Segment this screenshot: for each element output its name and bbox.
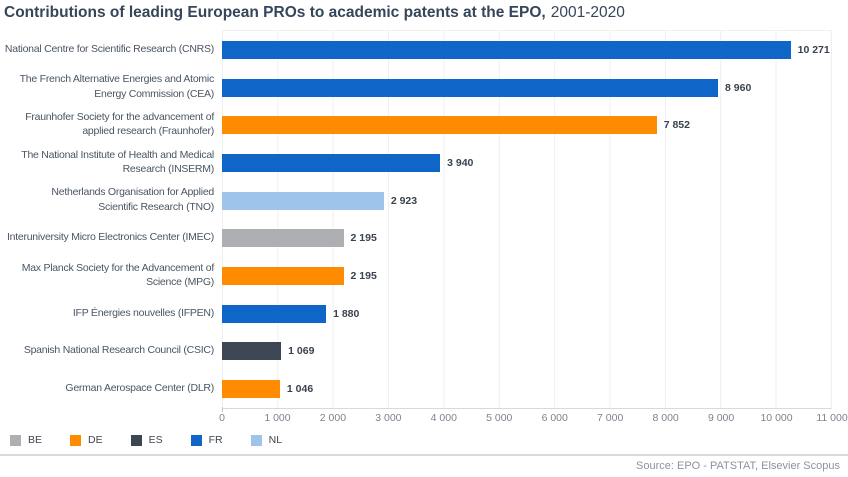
- category-label: Max Planck Society for the Advancement o…: [21, 261, 215, 289]
- category-label: The French Alternative Energies and Atom…: [19, 73, 215, 100]
- chart-row: 2 923: [222, 182, 831, 220]
- title-period: 2001-2020: [550, 4, 625, 21]
- legend: BE DE ES FR NL: [10, 434, 282, 446]
- chart-row: 2 195: [222, 220, 831, 258]
- category-label: National Centre for Scientific Research …: [4, 42, 214, 55]
- category-label: Netherlands Organisation for Applied Sci…: [51, 186, 214, 213]
- x-tick-label: 3 000: [375, 412, 402, 424]
- x-tick-label: 4 000: [430, 412, 457, 424]
- legend-swatch-fr: [190, 434, 202, 446]
- bar-value-label: 7 852: [663, 119, 690, 132]
- bar-es: [222, 342, 282, 361]
- category-label: Fraunhofer Society for the advancement o…: [25, 111, 214, 138]
- chart-row: 7 852: [222, 106, 831, 144]
- x-tick-label: 1 000: [264, 412, 291, 424]
- x-tick-label: 7 000: [597, 412, 624, 424]
- x-tick-label: 2 000: [319, 412, 347, 424]
- legend-item-be: BE: [10, 434, 42, 446]
- legend-swatch-be: [10, 434, 21, 446]
- category-labels: National Centre for Scientific Research …: [0, 30, 222, 407]
- bar-de: [222, 116, 657, 135]
- source-note: Source: EPO - PATSTAT, Elsevier Scopus: [636, 460, 840, 472]
- bar-de: [222, 380, 280, 399]
- legend-label: DE: [88, 434, 103, 446]
- bar-value-label: 2 195: [350, 270, 377, 283]
- legend-item-nl: NL: [250, 434, 283, 446]
- bar-value-label: 2 195: [350, 232, 377, 245]
- legend-item-es: ES: [130, 434, 163, 446]
- x-tick-label: 8 000: [652, 412, 679, 424]
- chart-row: 1 069: [222, 333, 831, 371]
- zero-tick-mark: [222, 407, 223, 412]
- bar-value-label: 2 923: [390, 194, 418, 207]
- bar-chart: National Centre for Scientific Research …: [0, 30, 832, 409]
- chart-row: 8 960: [222, 69, 831, 107]
- legend-swatch-nl: [250, 434, 262, 446]
- bar-nl: [222, 191, 384, 210]
- x-tick-label: 10 000: [760, 412, 793, 424]
- bar-value-label: 10 271: [797, 43, 830, 56]
- legend-label: BE: [28, 434, 43, 446]
- footer-divider: [0, 454, 848, 456]
- bar-value-label: 1 069: [288, 345, 315, 358]
- chart-row: 1 046: [222, 370, 831, 408]
- x-tick-label: 0: [219, 412, 225, 424]
- legend-item-de: DE: [70, 434, 103, 446]
- bar-fr: [222, 153, 441, 172]
- category-label: IFP Énergies nouvelles (IFPEN): [72, 306, 214, 319]
- x-tick-label: 6 000: [541, 412, 568, 424]
- chart-row: 2 195: [222, 257, 831, 295]
- bar-fr: [222, 304, 327, 323]
- legend-swatch-de: [70, 434, 82, 446]
- bar-value-label: 3 940: [447, 156, 474, 169]
- bar-value-label: 1 046: [286, 383, 314, 396]
- legend-item-fr: FR: [190, 434, 223, 446]
- x-tick-label: 9 000: [707, 412, 735, 424]
- plot-area: 10 271 8 960 7 852 3 940 2 923 2 195 2 195 1 88…: [222, 30, 832, 409]
- x-tick-label: 5 000: [486, 412, 513, 424]
- legend-label: ES: [148, 434, 163, 446]
- category-label: The National Institute of Health and Med…: [21, 148, 214, 175]
- bar-value-label: 8 960: [725, 81, 752, 94]
- legend-label: FR: [208, 434, 223, 446]
- x-axis: 0 1 000 2 000 3 000 4 000 5 000 6 000 7 000 8 00…: [219, 412, 848, 426]
- chart-row: 1 880: [222, 295, 831, 333]
- bar-fr: [222, 78, 719, 97]
- bar-de: [222, 267, 344, 286]
- legend-label: NL: [268, 434, 283, 446]
- chart-row: 3 940: [222, 144, 831, 182]
- bar-fr: [222, 40, 791, 59]
- legend-swatch-es: [130, 434, 142, 446]
- x-tick-label: 11 000: [816, 412, 848, 424]
- category-label: Spanish National Research Council (CSIC): [23, 344, 214, 357]
- category-label: German Aerospace Center (DLR): [65, 382, 214, 395]
- category-label: Interuniversity Micro Electronics Center…: [6, 231, 214, 244]
- title-main: Contributions of leading European PROs t…: [4, 4, 546, 21]
- bar-be: [222, 229, 344, 248]
- chart-row: 10 271: [222, 31, 831, 69]
- bar-value-label: 1 880: [333, 307, 360, 320]
- page-title: Contributions of leading European PROs t…: [4, 4, 625, 22]
